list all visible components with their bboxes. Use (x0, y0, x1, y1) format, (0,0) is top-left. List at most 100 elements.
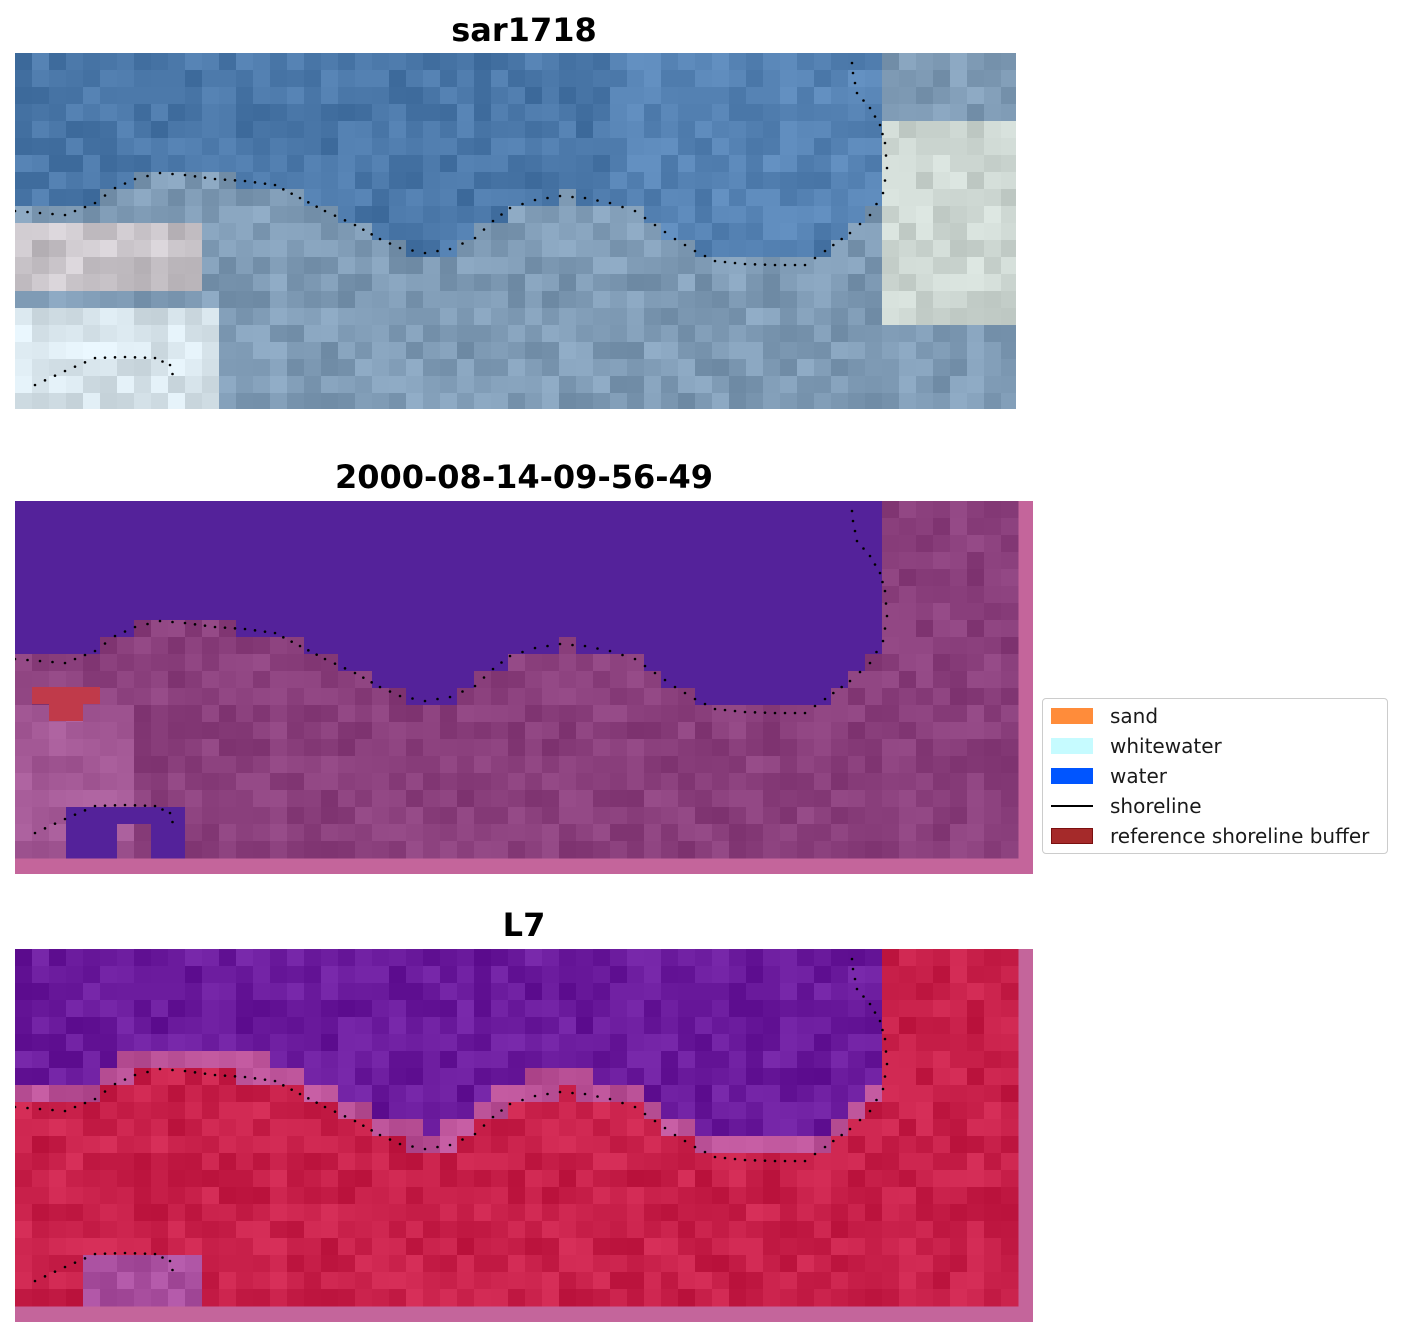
pixel-cell (32, 291, 50, 309)
pixel-cell (474, 206, 492, 224)
pixel-cell (712, 1017, 730, 1035)
pixel-cell (117, 1187, 135, 1205)
pixel-cell (168, 376, 186, 394)
pixel-cell (542, 586, 560, 604)
shoreline-dot (83, 205, 87, 209)
pixel-cell (83, 586, 101, 604)
pixel-cell (202, 535, 220, 553)
pixel-cell (1001, 1272, 1019, 1290)
pixel-cell (916, 620, 934, 638)
pixel-cell (253, 1136, 271, 1154)
pixel-cell (644, 342, 662, 360)
pixel-cell (610, 1051, 628, 1069)
pixel-cell (882, 138, 900, 156)
pixel-cell (797, 1204, 815, 1222)
pixel-cell (474, 949, 492, 967)
pixel-cell (457, 1085, 475, 1103)
pixel-cell (644, 569, 662, 587)
pixel-cell (695, 620, 713, 638)
pixel-cell (661, 342, 679, 360)
pixel-cell (831, 688, 849, 706)
pixel-cell (389, 552, 407, 570)
pixel-cell (661, 189, 679, 207)
pixel-cell (287, 1085, 305, 1103)
pixel-cell (185, 87, 203, 105)
pixel-cell (508, 688, 526, 706)
pixel-cell (423, 1255, 441, 1273)
pixel-cell (389, 586, 407, 604)
pixel-cell (899, 552, 917, 570)
pixel-cell (117, 359, 135, 377)
pixel-cell (576, 671, 594, 689)
pixel-cell (389, 172, 407, 190)
shoreline-dot (362, 676, 365, 679)
pixel-cell (219, 688, 237, 706)
pixel-cell (134, 376, 152, 394)
pixel-cell (576, 291, 594, 309)
pixel-cell (542, 308, 560, 326)
pixel-cell (168, 501, 186, 519)
pixel-cell (797, 688, 815, 706)
pixel-cell (304, 1017, 322, 1035)
pixel-cell (695, 308, 713, 326)
pixel-cell (916, 535, 934, 553)
pixel-cell (882, 1068, 900, 1086)
pixel-cell (474, 1289, 492, 1307)
shoreline (15, 61, 889, 267)
pixel-cell (508, 1272, 526, 1290)
pixel-cell (270, 790, 288, 808)
pixel-cell (610, 325, 628, 343)
pixel-cell (134, 155, 152, 173)
pixel-cell (712, 121, 730, 139)
pixel-cell (151, 671, 169, 689)
pixel-cell (423, 1238, 441, 1256)
pixel-cell (32, 705, 50, 723)
pixel-cell (559, 1102, 577, 1120)
pixel-cell (83, 1187, 101, 1205)
pixel-cell (899, 535, 917, 553)
shoreline-dot (884, 602, 888, 605)
pixel-cell (933, 121, 951, 139)
pixel-cell (236, 603, 254, 621)
pixel-cell (967, 1170, 985, 1188)
pixel-cell (576, 138, 594, 156)
shoreline-dot (663, 230, 667, 234)
pixel-cell (287, 1102, 305, 1120)
shoreline-dot (813, 1152, 817, 1156)
pixel-cell (797, 376, 815, 394)
pixel-cell (372, 1136, 390, 1154)
pixel-cell (848, 121, 866, 139)
pixel-cell (100, 1255, 118, 1273)
pixel-cell (882, 807, 900, 825)
pixel-cell (457, 257, 475, 275)
pixel-cell (525, 722, 543, 740)
pixel-cell (100, 240, 118, 258)
pixel-cell (185, 138, 203, 156)
pixel-cell (100, 603, 118, 621)
pixel-cell (525, 1153, 543, 1171)
pixel-cell (219, 325, 237, 343)
pixel-cell (1001, 1221, 1019, 1239)
pixel-cell (865, 688, 883, 706)
pixel-cell (83, 172, 101, 190)
pixel-cell (899, 949, 917, 967)
pixel-cell (729, 393, 747, 409)
pixel-cell (389, 121, 407, 139)
pixel-cell (83, 1204, 101, 1222)
pixel-cell (287, 552, 305, 570)
pixel-cell (270, 569, 288, 587)
pixel-cell (678, 535, 696, 553)
pixel-cell (831, 671, 849, 689)
pixel-cell (100, 841, 118, 859)
pixel-cell (423, 342, 441, 360)
pixel-cell (644, 308, 662, 326)
pixel-cell (933, 756, 951, 774)
pixel-cell (729, 671, 747, 689)
pixel-cell (797, 223, 815, 241)
pixel-cell (831, 1221, 849, 1239)
pixel-cell (780, 841, 798, 859)
pixel-cell (49, 376, 67, 394)
pixel-cell (729, 1238, 747, 1256)
pixel-cell (508, 1119, 526, 1137)
pixel-cell (491, 501, 509, 519)
